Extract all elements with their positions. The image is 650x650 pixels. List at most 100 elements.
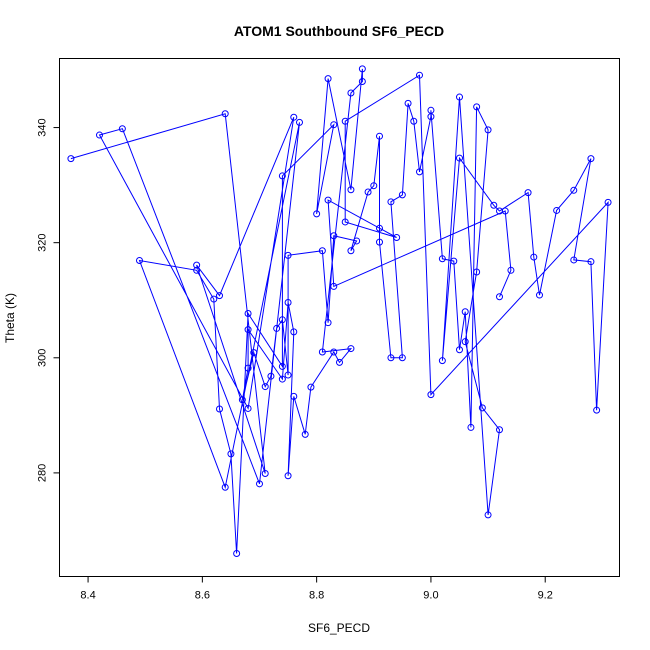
data-point	[416, 71, 423, 79]
x-tick-label: 9.2	[538, 590, 553, 602]
data-point	[473, 268, 481, 276]
data-point	[524, 189, 532, 197]
data-point	[604, 198, 612, 206]
data-point	[96, 131, 103, 139]
x-axis-label: SF6_PECD	[308, 621, 370, 635]
data-point	[438, 357, 446, 365]
data-point	[530, 253, 538, 261]
data-point	[438, 255, 446, 263]
data-point	[284, 472, 292, 480]
data-point	[376, 224, 383, 232]
x-tick-label: 8.4	[80, 590, 95, 602]
data-point	[67, 155, 75, 163]
data-point	[341, 218, 349, 226]
data-point	[318, 247, 326, 255]
data-point	[398, 191, 406, 199]
data-point	[256, 480, 263, 488]
data-point	[284, 371, 292, 379]
data-point	[393, 233, 401, 241]
data-point	[118, 125, 126, 133]
data-point	[193, 261, 201, 269]
data-point	[376, 132, 383, 140]
data-point	[358, 65, 366, 73]
data-point	[278, 172, 286, 180]
data-point	[370, 182, 378, 190]
data-point	[244, 309, 252, 317]
data-point	[427, 391, 435, 399]
y-tick-label: 280	[37, 464, 49, 482]
x-tick-label: 8.8	[309, 590, 324, 602]
data-point	[347, 345, 355, 353]
data-point	[330, 348, 338, 356]
data-point	[484, 511, 492, 519]
series-layer	[67, 65, 612, 557]
data-point	[330, 121, 338, 129]
data-point	[261, 469, 269, 477]
data-point	[347, 186, 355, 194]
data-point	[278, 316, 286, 324]
x-axis: 8.4 8.6 8.8 9.0 9.2	[80, 576, 553, 602]
data-point	[364, 188, 372, 196]
data-point	[307, 383, 315, 391]
data-point	[507, 266, 515, 274]
y-tick-label: 300	[37, 349, 49, 367]
data-point	[376, 238, 383, 246]
data-point	[216, 292, 223, 300]
data-point	[221, 483, 229, 491]
data-point	[587, 155, 595, 163]
data-point	[250, 349, 258, 357]
data-point	[233, 549, 241, 557]
data-point	[290, 392, 298, 400]
data-point	[278, 362, 286, 370]
data-point	[290, 328, 298, 336]
x-tick-label: 9.0	[423, 590, 438, 602]
data-point	[570, 186, 578, 194]
data-point	[461, 338, 469, 346]
data-point	[313, 210, 321, 218]
data-point	[244, 364, 252, 372]
data-point	[478, 404, 486, 412]
data-point	[467, 423, 475, 431]
data-point	[296, 118, 303, 126]
y-tick-label: 340	[37, 118, 49, 136]
data-point	[450, 257, 458, 265]
y-axis-label: Theta (K)	[3, 293, 17, 343]
data-point	[427, 106, 435, 114]
data-point	[330, 282, 338, 290]
data-point	[324, 196, 332, 204]
chart-title: ATOM1 Southbound SF6_PECD	[234, 23, 444, 39]
data-point	[324, 319, 332, 327]
data-point	[221, 110, 229, 118]
data-point	[593, 406, 601, 414]
data-point	[336, 358, 343, 366]
data-point	[484, 126, 492, 134]
data-point	[136, 257, 143, 265]
data-point	[456, 154, 463, 162]
data-point	[216, 405, 223, 413]
data-point	[238, 396, 246, 404]
data-point	[210, 295, 218, 303]
data-point	[410, 117, 418, 125]
data-point	[501, 207, 509, 215]
data-point	[324, 75, 332, 83]
data-point	[398, 354, 406, 362]
y-tick-label: 320	[37, 233, 49, 251]
data-point	[244, 404, 252, 412]
data-point	[284, 299, 292, 307]
data-point	[278, 375, 286, 383]
data-point	[496, 426, 503, 434]
data-point	[387, 198, 395, 206]
data-point	[536, 291, 543, 299]
data-point	[301, 430, 309, 438]
data-point	[353, 237, 361, 245]
data-point	[553, 206, 561, 214]
data-point	[273, 324, 281, 332]
data-point	[456, 346, 463, 354]
data-point	[570, 256, 578, 264]
data-point	[358, 78, 366, 86]
data-point	[261, 383, 269, 391]
data-point	[193, 266, 201, 274]
data-point	[416, 168, 423, 176]
series-line	[70, 68, 609, 554]
y-axis: 280 300 320 340	[37, 118, 60, 482]
